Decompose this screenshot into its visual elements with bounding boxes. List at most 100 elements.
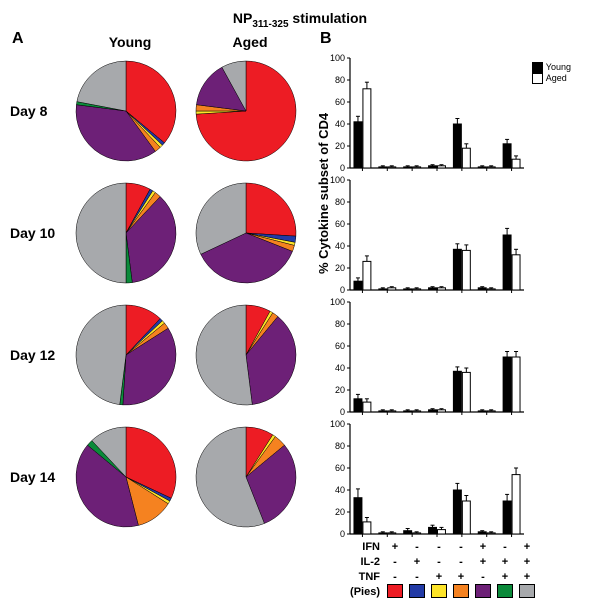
- bar-aged-grey: [512, 255, 520, 290]
- swatch-cell: [472, 584, 494, 601]
- pie-cell-aged: [186, 59, 306, 163]
- marker-label: IL-2: [350, 556, 384, 568]
- ytick-label: 0: [340, 529, 345, 539]
- pie-chart: [74, 59, 178, 163]
- bar-aged-purple: [462, 372, 470, 412]
- swatch-cell: [384, 584, 406, 601]
- marker-cell: -: [384, 556, 406, 568]
- bar-aged-yellow: [413, 289, 421, 290]
- marker-cell: -: [494, 541, 516, 553]
- pie-row: Day 12: [10, 294, 320, 416]
- swatch-cell: [450, 584, 472, 601]
- bar-young-purple: [453, 249, 461, 290]
- swatch-cell: [428, 584, 450, 601]
- bar-young-grey: [503, 144, 511, 168]
- bar-aged-red: [363, 402, 371, 412]
- bar-young-red: [354, 122, 362, 168]
- bar-aged-purple: [462, 148, 470, 168]
- pie-slice-grey: [196, 305, 252, 405]
- bar-aged-grey: [512, 474, 520, 533]
- bar-aged-yellow: [413, 533, 421, 534]
- ytick-label: 0: [340, 285, 345, 295]
- bar-aged-orange: [438, 166, 446, 168]
- marker-cell: +: [384, 541, 406, 553]
- col-header-aged: Aged: [190, 34, 310, 50]
- marker-cell: -: [450, 541, 472, 553]
- pie-cell-young: [66, 425, 186, 529]
- pie-chart: [74, 303, 178, 407]
- marker-cell: +: [472, 541, 494, 553]
- color-swatch-grey: [519, 584, 535, 598]
- ytick-label: 20: [335, 263, 345, 273]
- bar-young-blue: [379, 411, 387, 412]
- pie-chart: [194, 59, 298, 163]
- pie-cell-aged: [186, 303, 306, 407]
- pie-row: Day 10: [10, 172, 320, 294]
- bar-aged-blue: [388, 533, 396, 534]
- bar-panel: 020406080100: [320, 418, 580, 540]
- ytick-label: 100: [330, 297, 345, 307]
- row-label: Day 8: [10, 103, 66, 119]
- bar-aged-yellow: [413, 411, 421, 412]
- swatch-cell: [516, 584, 538, 601]
- ytick-label: 20: [335, 141, 345, 151]
- bar-aged-blue: [388, 288, 396, 290]
- marker-label: IFN: [350, 541, 384, 553]
- bar-young-grey: [503, 501, 511, 534]
- bar-young-orange: [429, 166, 437, 168]
- bar-aged-red: [363, 261, 371, 290]
- bar-young-green: [478, 532, 486, 534]
- ytick-label: 80: [335, 75, 345, 85]
- ytick-label: 40: [335, 119, 345, 129]
- row-label: Day 14: [10, 469, 66, 485]
- ytick-label: 100: [330, 419, 345, 429]
- marker-row: TNF--++-++: [350, 570, 580, 585]
- pie-cell-young: [66, 303, 186, 407]
- row-label: Day 10: [10, 225, 66, 241]
- ytick-label: 40: [335, 485, 345, 495]
- bar-aged-yellow: [413, 167, 421, 168]
- marker-cell: -: [428, 541, 450, 553]
- pie-row: Day 8: [10, 50, 320, 172]
- pie-chart: [194, 425, 298, 529]
- bar-aged-red: [363, 89, 371, 168]
- pie-chart: [194, 181, 298, 285]
- pie-cell-young: [66, 181, 186, 285]
- marker-cell: +: [406, 556, 428, 568]
- bar-aged-green: [487, 533, 495, 534]
- ytick-label: 100: [330, 175, 345, 185]
- bar-aged-green: [487, 289, 495, 290]
- pie-row: Day 14: [10, 416, 320, 538]
- panel-a-label: A: [12, 30, 24, 48]
- marker-cell: -: [406, 571, 428, 583]
- pie-slice-grey: [76, 305, 126, 405]
- marker-cell: +: [428, 571, 450, 583]
- pie-cell-aged: [186, 425, 306, 529]
- marker-cell: +: [516, 556, 538, 568]
- ytick-label: 60: [335, 97, 345, 107]
- pie-cell-aged: [186, 181, 306, 285]
- pie-slice-grey: [76, 183, 126, 283]
- bar-aged-green: [487, 167, 495, 168]
- bar-young-purple: [453, 124, 461, 168]
- panel-b: B % Cytokine subset of CD4 Young Aged 02…: [320, 30, 580, 600]
- bar-aged-orange: [438, 529, 446, 533]
- panel-a: A Young Aged Day 8 Day 10 Day 12 Day 14: [10, 30, 320, 600]
- color-swatch-orange: [453, 584, 469, 598]
- bar-young-yellow: [404, 289, 412, 290]
- marker-cell: +: [494, 571, 516, 583]
- bar-young-blue: [379, 533, 387, 534]
- ytick-label: 80: [335, 319, 345, 329]
- marker-cell: -: [428, 556, 450, 568]
- marker-label: TNF: [350, 571, 384, 583]
- bar-young-blue: [379, 289, 387, 290]
- bar-young-purple: [453, 490, 461, 534]
- ytick-label: 80: [335, 441, 345, 451]
- bar-young-orange: [429, 527, 437, 534]
- pies-label: (Pies): [350, 586, 384, 598]
- ytick-label: 60: [335, 341, 345, 351]
- bar-young-grey: [503, 357, 511, 412]
- marker-row: IFN+---+-+: [350, 540, 580, 555]
- color-swatch-green: [497, 584, 513, 598]
- bar-young-blue: [379, 167, 387, 168]
